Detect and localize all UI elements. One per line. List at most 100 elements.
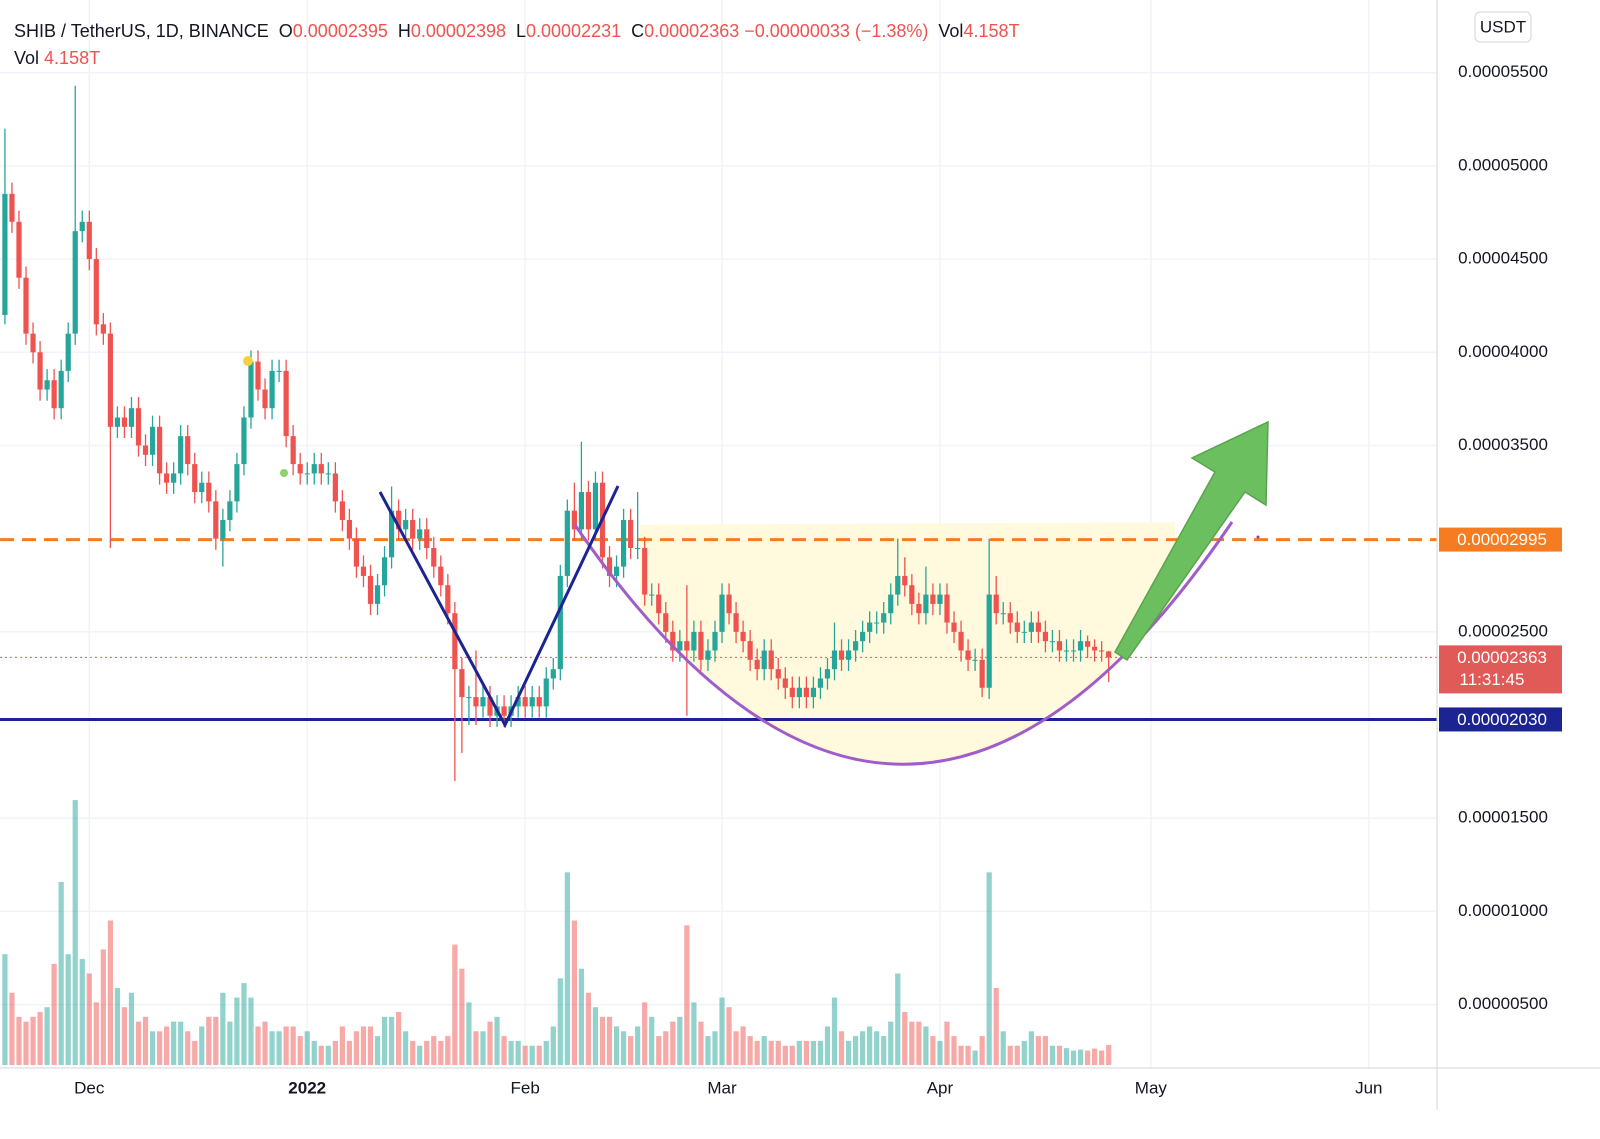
candle-body [417, 529, 423, 539]
candle-body [635, 547, 641, 549]
candle-body [1106, 651, 1112, 658]
volume-bar [958, 1045, 964, 1065]
candle-body [220, 520, 226, 539]
volume-bar [726, 1007, 732, 1065]
candle-body [178, 436, 184, 474]
candle-body [1007, 613, 1013, 623]
volume-bar [902, 1012, 908, 1065]
volume-bar [346, 1040, 353, 1065]
candle-body [445, 585, 451, 614]
volume-bar [705, 1036, 711, 1065]
currency[interactable]: USDT [1480, 17, 1526, 36]
volume-bar [649, 1016, 655, 1065]
volume-bar [592, 1007, 599, 1065]
v-pattern [378, 485, 620, 729]
x-tick-label: Jun [1355, 1078, 1382, 1097]
currency-button[interactable] [1474, 11, 1532, 43]
volume-bar [44, 1007, 50, 1065]
candle-body [1014, 622, 1020, 632]
volume-bar [65, 954, 71, 1065]
volume-bar [58, 881, 64, 1065]
volume-bar [86, 973, 92, 1065]
candle-body [684, 641, 690, 651]
y-tick-label: 0.00005000 [1458, 155, 1548, 174]
volume-bar [452, 944, 458, 1065]
volume-bar [473, 1031, 479, 1065]
candle-body [782, 678, 788, 688]
volume-bar [1084, 1050, 1091, 1065]
candle-body [993, 594, 999, 614]
candle-body [107, 333, 113, 427]
candle-body [747, 641, 753, 660]
volume-bar [817, 1040, 824, 1065]
candle-body [304, 473, 310, 475]
volume-bar [192, 1040, 198, 1065]
candle-body [585, 492, 592, 530]
volume-bar [775, 1040, 781, 1065]
candle-body [677, 641, 683, 651]
candle-body [564, 510, 570, 576]
x-tick-label: May [1135, 1078, 1168, 1097]
candle-body [199, 482, 205, 493]
price-tag [1439, 527, 1562, 552]
volume-bar [459, 968, 465, 1065]
volume-bar [1092, 1048, 1098, 1065]
candle-body [86, 221, 92, 260]
candle-body [656, 594, 662, 614]
candle-body [691, 631, 697, 651]
candle-body [606, 557, 613, 576]
candle-body [719, 594, 725, 632]
candle-body [206, 482, 212, 502]
candle-body [431, 547, 437, 567]
candle-body [810, 687, 817, 698]
legend-value: 0.00002363 [644, 21, 740, 41]
volume-bar [810, 1040, 817, 1065]
volume-bar [114, 987, 121, 1065]
volume-bar [403, 1031, 409, 1065]
candle-body [403, 520, 409, 530]
volume-bar [803, 1040, 809, 1065]
candle-body [2, 193, 8, 315]
candle-body [698, 631, 704, 660]
volume-bar [782, 1045, 788, 1065]
volume-bar [213, 1016, 219, 1065]
volume-bar [438, 1040, 444, 1065]
candle-body [937, 594, 943, 604]
candle-body [874, 622, 880, 624]
candle-body [58, 370, 64, 409]
candle-body [30, 333, 36, 353]
candle-body [1000, 613, 1006, 615]
candle-body [803, 687, 809, 698]
legend-row: SHIB / TetherUS, 1D, BINANCE O0.00002395 H… [14, 18, 1019, 45]
volume-bar [852, 1036, 859, 1065]
volume-bar [234, 997, 240, 1065]
volume-bar [149, 1031, 156, 1065]
volume-bar [16, 1016, 22, 1065]
volume-bar [719, 997, 725, 1065]
volume-bar [1049, 1045, 1056, 1065]
candle-body [374, 585, 381, 604]
change: −0.00000033 (−1.38%) [744, 21, 929, 41]
volume-bar [396, 1012, 402, 1065]
volume-bar [51, 963, 57, 1065]
legend-key: O [278, 21, 293, 41]
volume-bar [831, 997, 838, 1065]
candle-body [789, 687, 795, 698]
candle-body [817, 678, 824, 688]
candle-body [1049, 641, 1056, 643]
volume-bar [571, 920, 577, 1065]
candle-body [972, 659, 978, 661]
price-tag-label: 0.00002995 [1457, 530, 1547, 549]
volume-bar [923, 1026, 929, 1065]
volume-bar [156, 1031, 163, 1065]
volume-bar [754, 1040, 760, 1065]
volume-bars [2, 800, 1112, 1065]
volume-bar [733, 1031, 739, 1065]
volume-bar [1070, 1050, 1077, 1065]
volume-bar [768, 1040, 774, 1065]
candle-body [895, 575, 901, 595]
volume-bar [142, 1016, 149, 1065]
y-tick-label: 0.00004500 [1458, 249, 1548, 268]
candle-body [1084, 641, 1091, 647]
